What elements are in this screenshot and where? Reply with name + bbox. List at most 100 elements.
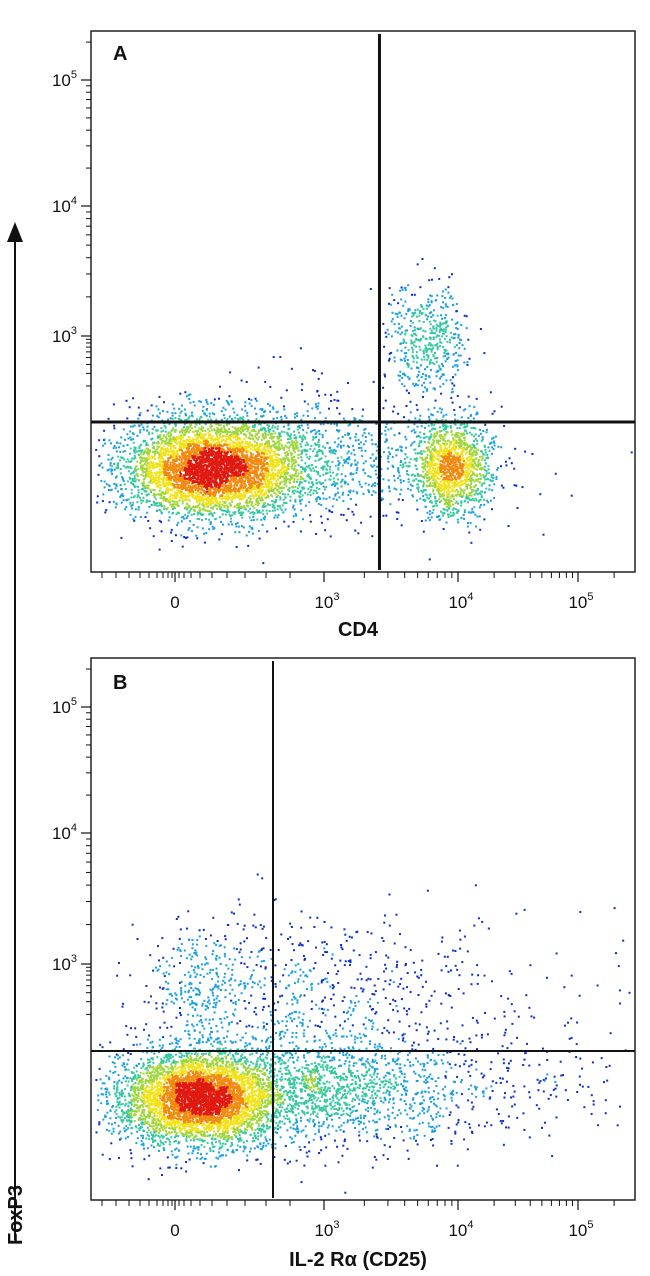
event-dot-a	[334, 464, 337, 467]
event-dot-a	[187, 394, 190, 397]
event-dot-a	[450, 449, 453, 452]
event-dot-a	[406, 375, 409, 378]
event-dot-a	[160, 530, 163, 533]
event-dot-a	[157, 435, 160, 438]
event-dot-a	[442, 345, 445, 348]
event-dot-a	[282, 501, 285, 504]
event-dot-a	[268, 503, 271, 506]
event-dot-a	[182, 492, 185, 495]
event-dot-a	[293, 478, 296, 481]
event-dot-a	[446, 305, 449, 308]
event-dot-a	[280, 459, 283, 462]
event-dot-a	[318, 448, 321, 451]
event-dot-a	[264, 452, 267, 455]
event-dot-a	[479, 432, 482, 435]
event-dot-a	[176, 500, 179, 503]
event-dot-a	[425, 307, 428, 310]
event-dot-a	[471, 464, 474, 467]
event-dot-a	[456, 493, 459, 496]
event-dot-a	[440, 314, 442, 317]
event-dot-a	[399, 342, 402, 345]
event-dot-a	[428, 279, 431, 282]
event-dot-a	[148, 475, 151, 478]
event-dot-a	[393, 487, 396, 490]
event-dot-a	[154, 457, 157, 460]
event-dot-a	[461, 489, 464, 492]
event-dot-a	[442, 454, 445, 457]
event-dot-a	[324, 446, 327, 449]
event-dot-a	[268, 510, 271, 512]
event-dot-a	[464, 467, 467, 470]
event-dot-a	[436, 441, 439, 444]
event-dot-a	[391, 464, 394, 467]
event-dot-a	[482, 452, 485, 455]
event-dot-a	[180, 410, 183, 413]
event-dot-a	[164, 426, 167, 429]
event-dot-a	[466, 432, 468, 435]
event-dot-a	[179, 445, 182, 448]
event-dot-a	[158, 453, 161, 456]
event-dot-a	[145, 499, 148, 502]
event-dot-a	[282, 466, 285, 469]
event-dot-a	[115, 446, 118, 449]
event-dot-a	[413, 448, 416, 451]
event-dot-a	[463, 489, 466, 492]
event-dot-a	[290, 452, 292, 455]
event-dot-a	[225, 399, 228, 402]
event-dot-a	[238, 494, 241, 497]
event-dot-a	[249, 438, 252, 440]
event-dot-a	[165, 491, 167, 494]
event-dot-a	[205, 509, 208, 512]
event-dot-a	[156, 451, 159, 454]
event-dot-a	[157, 408, 160, 411]
event-dot-a	[273, 446, 276, 449]
event-dot-a	[388, 357, 391, 360]
event-dot-a	[294, 413, 296, 416]
event-dot-a	[130, 505, 133, 508]
event-dot-a	[260, 439, 263, 442]
event-dot-a	[270, 482, 273, 485]
event-dot-a	[367, 489, 370, 492]
event-dot-a	[215, 501, 218, 504]
event-dot-a	[233, 436, 236, 439]
event-dot-a	[158, 456, 161, 459]
event-dot-a	[474, 433, 477, 436]
event-dot-a	[350, 473, 353, 476]
event-dot-a	[240, 428, 243, 431]
event-dot-a	[298, 436, 301, 439]
event-dot-a	[126, 433, 129, 436]
event-dot-a	[332, 451, 334, 454]
event-dot-a	[155, 482, 157, 485]
event-dot-a	[267, 496, 270, 499]
event-dot-a	[437, 459, 440, 462]
event-dot-a	[388, 352, 391, 355]
event-dot-a	[361, 434, 364, 437]
event-dot-a	[158, 473, 161, 476]
event-dot-a	[458, 437, 461, 440]
event-dot-a	[466, 456, 469, 459]
event-dot-a	[225, 429, 228, 432]
event-dot-a	[299, 481, 302, 484]
event-dot-a	[184, 412, 187, 415]
event-dot-a	[239, 506, 242, 509]
event-dot-a	[124, 450, 126, 452]
event-dot-a	[214, 504, 217, 507]
event-dot-a	[201, 519, 203, 521]
event-dot-a	[443, 428, 446, 430]
event-dot-a	[235, 444, 238, 446]
event-dot-a	[380, 468, 383, 471]
event-dot-a	[189, 393, 192, 396]
event-dot-a	[459, 354, 462, 357]
event-dot-a	[212, 505, 215, 508]
event-dot-a	[429, 381, 432, 384]
event-dot-a	[475, 447, 478, 450]
event-dot-a	[275, 480, 278, 482]
event-dot-a	[422, 476, 425, 478]
event-dot-a	[171, 500, 174, 502]
event-dot-a	[147, 452, 150, 455]
event-dot-a	[278, 463, 281, 466]
event-dot-a	[408, 378, 411, 381]
event-dot-a	[250, 429, 253, 432]
event-dot-a	[433, 432, 436, 435]
event-dot-a	[305, 441, 308, 444]
